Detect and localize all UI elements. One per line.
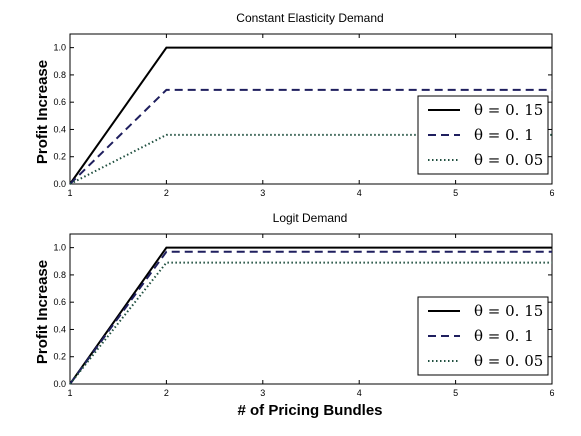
x-tick-label: 1 xyxy=(67,188,72,198)
legend: θ = 0. 15 θ = 0. 1 θ = 0. 05 xyxy=(417,296,549,376)
legend-label: θ = 0. 15 xyxy=(474,101,543,119)
series-line-1 xyxy=(69,46,552,185)
chart-title: Constant Elasticity Demand xyxy=(236,11,383,25)
x-tick-label: 2 xyxy=(164,188,169,198)
y-tick-label: 0.8 xyxy=(53,70,66,80)
y-tick-label: 1.0 xyxy=(53,243,66,253)
legend-label: θ = 0. 05 xyxy=(474,352,543,370)
x-tick-label: 6 xyxy=(549,388,554,398)
y-tick-label: 0.4 xyxy=(53,124,66,134)
series-line-2 xyxy=(69,250,552,385)
legend-label: θ = 0. 1 xyxy=(474,327,534,345)
chart-constant-elasticity: Constant Elasticity Demand Profit Increa… xyxy=(34,11,555,198)
x-tick-label: 6 xyxy=(549,188,554,198)
y-axis-label: Profit Increase xyxy=(34,60,51,164)
legend-label: θ = 0. 05 xyxy=(474,151,543,169)
series-line-1 xyxy=(69,246,552,385)
y-tick-label: 0.2 xyxy=(53,152,66,162)
y-axis-label: Profit Increase xyxy=(34,260,51,364)
x-tick-label: 1 xyxy=(67,388,72,398)
y-tick-label: 0.0 xyxy=(53,379,66,389)
y-tick-label: 1.0 xyxy=(53,43,66,53)
y-tick-label: 0.0 xyxy=(53,179,66,189)
chart-logit: Logit Demand Profit Increase # of Pricin… xyxy=(34,211,555,419)
legend-label: θ = 0. 1 xyxy=(474,126,534,144)
x-tick-label: 5 xyxy=(453,388,458,398)
series-line-3 xyxy=(69,261,552,385)
x-axis-label: # of Pricing Bundles xyxy=(237,402,382,419)
chart-title: Logit Demand xyxy=(273,211,348,225)
y-tick-label: 0.6 xyxy=(53,97,66,107)
legend: θ = 0. 15 θ = 0. 1 θ = 0. 05 xyxy=(417,95,549,175)
y-tick-label: 0.8 xyxy=(53,270,66,280)
plot-area xyxy=(69,233,553,385)
series-line-2 xyxy=(69,88,552,185)
x-tick-label: 5 xyxy=(453,188,458,198)
x-tick-label: 4 xyxy=(357,188,362,198)
y-tick-label: 0.2 xyxy=(53,352,66,362)
y-tick-label: 0.6 xyxy=(53,297,66,307)
x-tick-label: 3 xyxy=(260,188,265,198)
x-tick-label: 3 xyxy=(260,388,265,398)
x-tick-label: 2 xyxy=(164,388,169,398)
legend-label: θ = 0. 15 xyxy=(474,302,543,320)
y-tick-label: 0.4 xyxy=(53,324,66,334)
plot-area xyxy=(69,33,553,185)
x-tick-label: 4 xyxy=(357,388,362,398)
